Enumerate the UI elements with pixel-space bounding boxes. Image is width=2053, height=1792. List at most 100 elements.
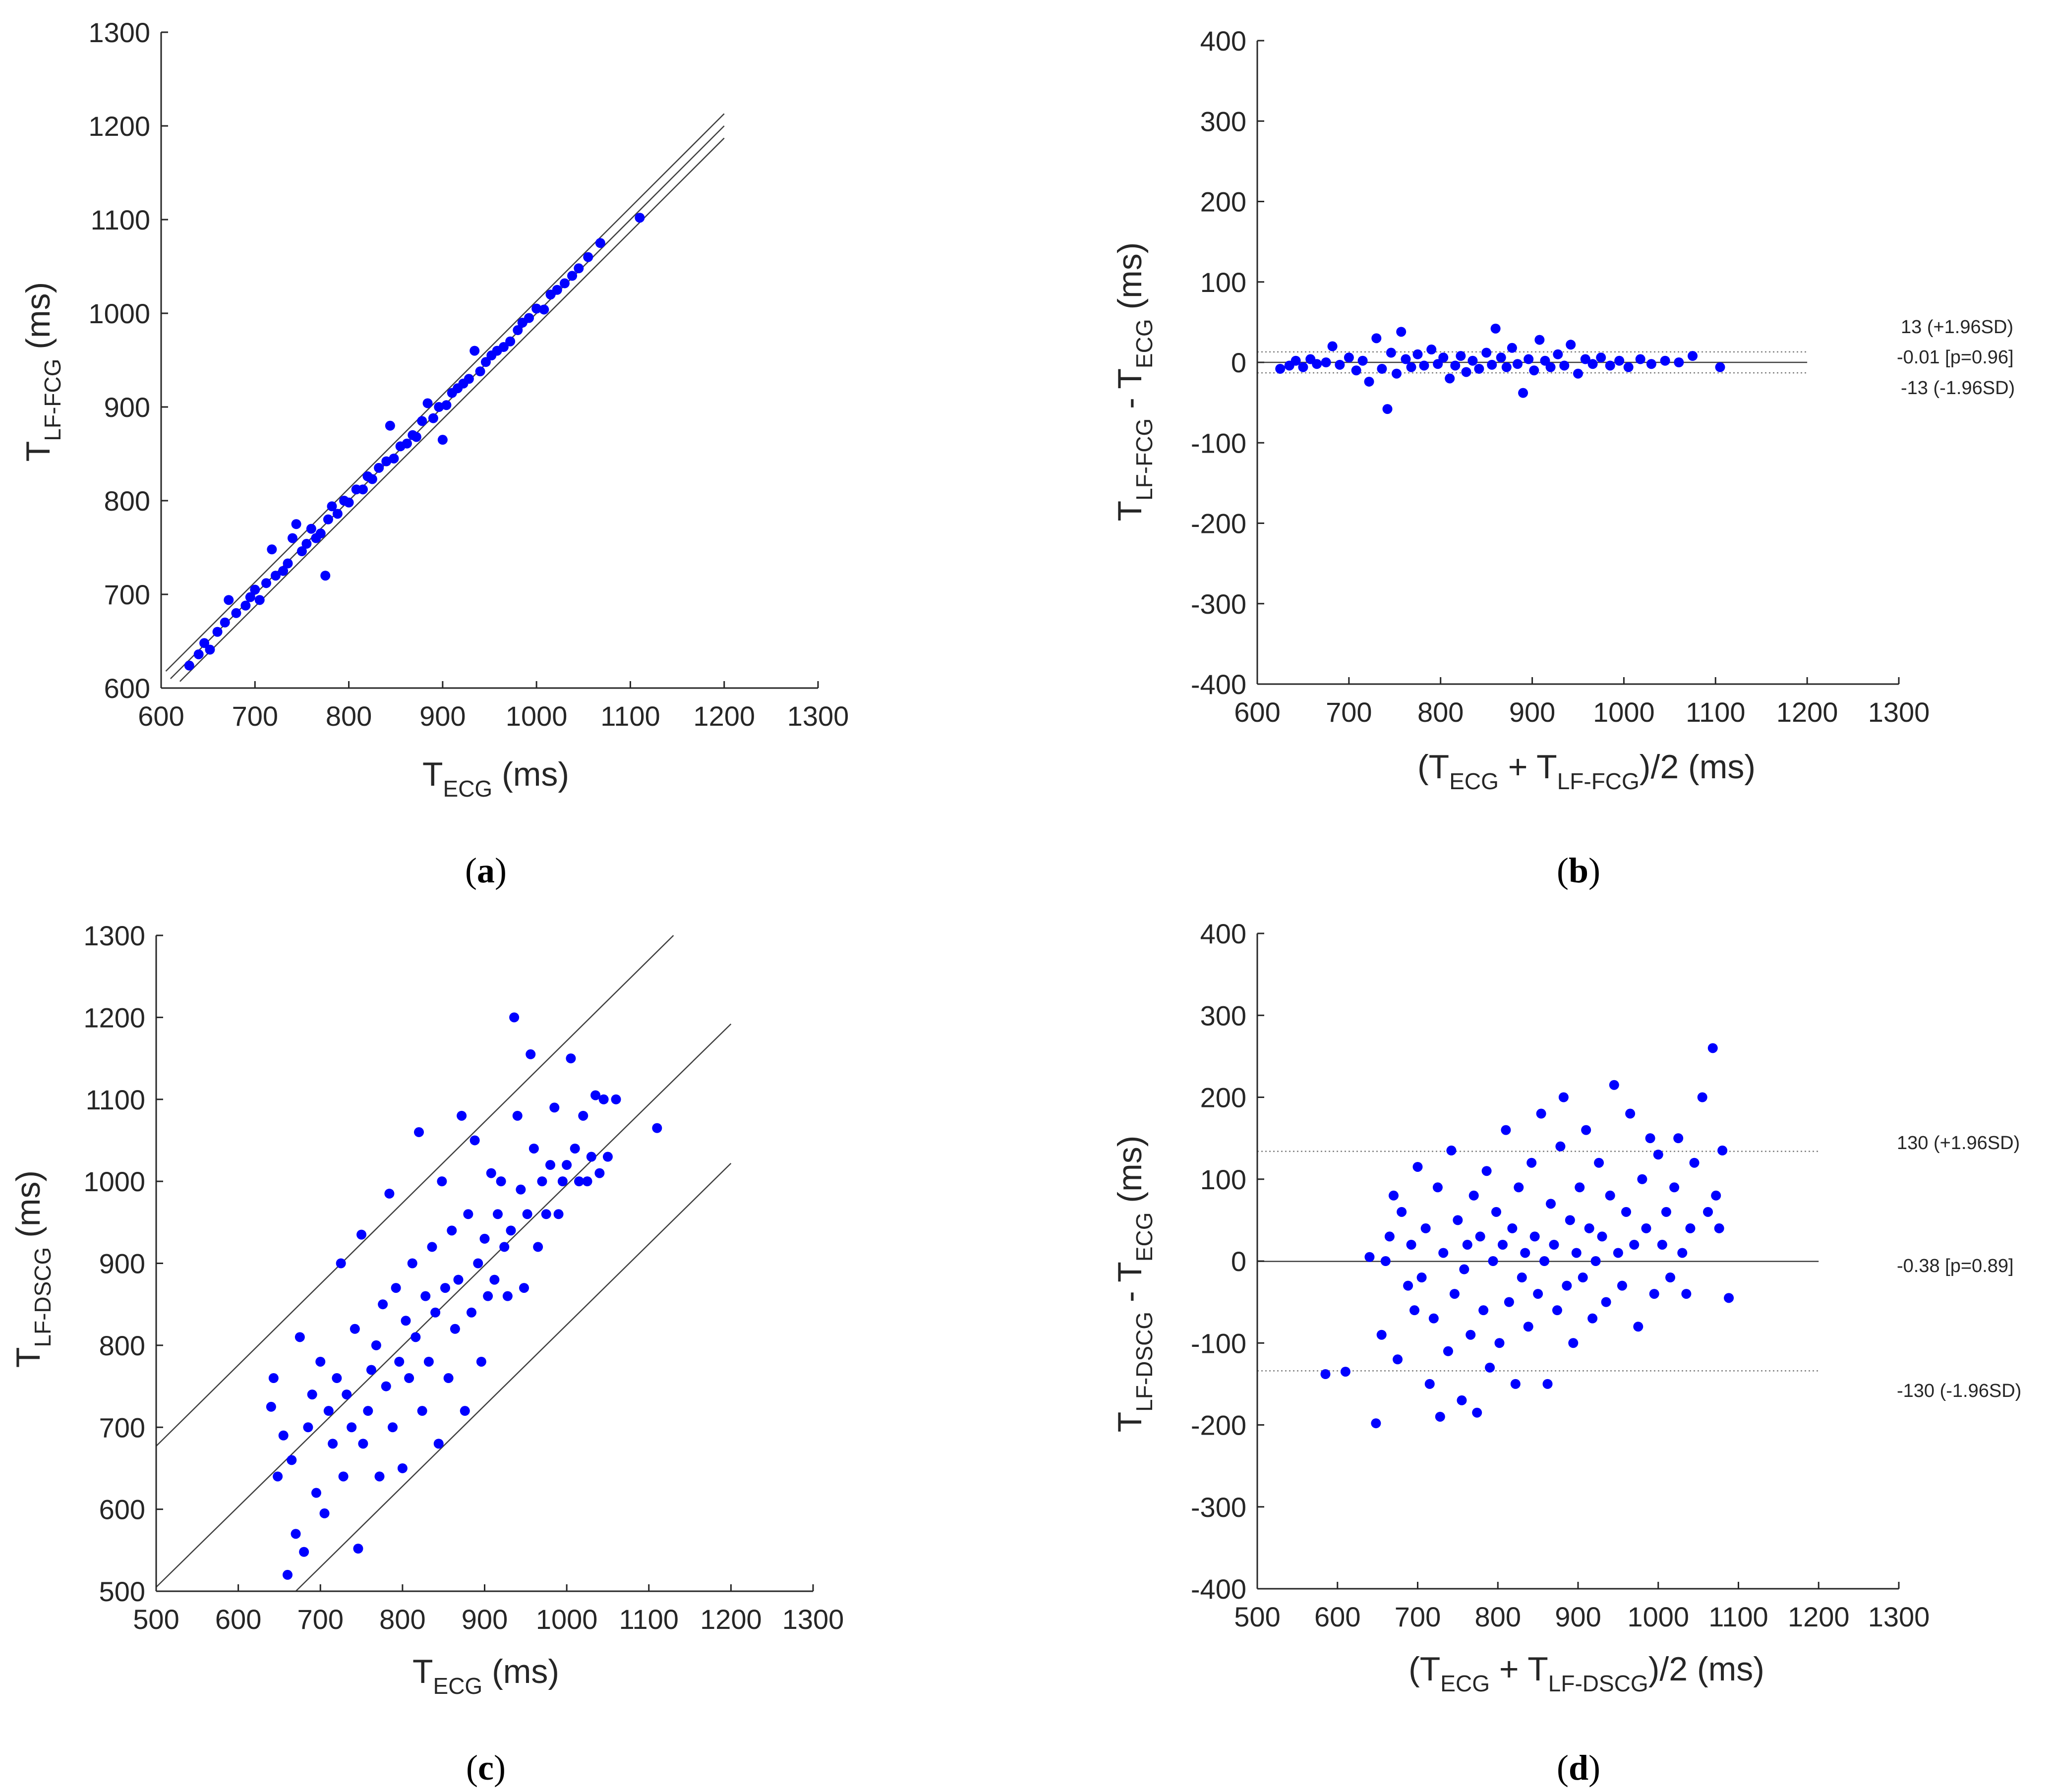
data-point bbox=[1424, 1379, 1435, 1389]
data-point bbox=[469, 346, 480, 356]
y-tick-label: 900 bbox=[104, 392, 150, 423]
data-point bbox=[1568, 1338, 1579, 1348]
data-point bbox=[374, 1471, 385, 1482]
panel-c: 500 600 700 800 900 1000 1100 1200 1300 500 600 70… bbox=[9, 920, 844, 1788]
data-point bbox=[553, 1209, 564, 1219]
data-point bbox=[1534, 335, 1545, 345]
data-point bbox=[440, 1283, 450, 1293]
data-point bbox=[1344, 352, 1354, 363]
y-tick-label: -400 bbox=[1191, 669, 1246, 700]
data-point bbox=[1594, 1157, 1604, 1168]
data-point bbox=[594, 1168, 605, 1178]
data-point bbox=[1401, 354, 1411, 364]
data-point bbox=[1396, 327, 1407, 337]
panel-b-x-ticks: 600 700 800 900 1000 1100 1200 1300 bbox=[1234, 677, 1930, 728]
panel-d-y-label: TLF-DSCG - TECG (ms) bbox=[1111, 1136, 1157, 1433]
data-point bbox=[1459, 1264, 1469, 1274]
data-point bbox=[296, 546, 307, 557]
data-point bbox=[1449, 1289, 1460, 1299]
data-point bbox=[1340, 1367, 1350, 1377]
data-point bbox=[1487, 359, 1497, 370]
x-tick-label: 800 bbox=[379, 1604, 425, 1635]
y-tick-label: 0 bbox=[1231, 1246, 1246, 1277]
x-tick-label: 500 bbox=[1234, 1601, 1280, 1632]
data-point bbox=[1573, 368, 1583, 379]
x-tick-label: 1200 bbox=[700, 1604, 762, 1635]
panel-b: 600 700 800 900 1000 1100 1200 1300 -400-300-20… bbox=[1111, 25, 2015, 890]
data-point bbox=[1320, 1369, 1331, 1380]
data-point bbox=[1587, 1313, 1598, 1324]
x-tick-label: 900 bbox=[1509, 696, 1555, 728]
y-tick-label: -200 bbox=[1191, 508, 1246, 539]
panel-b-points bbox=[1275, 323, 1725, 414]
y-tick-label: 300 bbox=[1200, 106, 1246, 137]
panel-d-mean-label: -0.38 [p=0.89] bbox=[1897, 1256, 2014, 1276]
data-point bbox=[401, 1316, 411, 1326]
data-point bbox=[566, 1053, 576, 1064]
data-point bbox=[1453, 1215, 1463, 1225]
data-point bbox=[266, 1401, 276, 1412]
data-point bbox=[1565, 1215, 1575, 1225]
data-point bbox=[323, 1406, 334, 1416]
data-point bbox=[1386, 347, 1396, 358]
data-point bbox=[1621, 1207, 1632, 1217]
x-tick-label: 900 bbox=[462, 1604, 508, 1635]
data-point bbox=[1497, 1239, 1508, 1250]
data-point bbox=[1412, 349, 1423, 359]
panel-d-label: (d) bbox=[1557, 1748, 1600, 1788]
panel-d-lower-limit-label: -130 (-1.96SD) bbox=[1897, 1381, 2021, 1401]
data-point bbox=[1409, 1305, 1420, 1316]
y-tick-label: 700 bbox=[99, 1412, 145, 1443]
panel-b-lower-limit-label: -13 (-1.96SD) bbox=[1901, 378, 2015, 399]
data-point bbox=[347, 1422, 357, 1433]
data-point bbox=[417, 1406, 427, 1416]
data-point bbox=[306, 523, 316, 534]
data-point bbox=[1673, 1133, 1684, 1144]
panel-c-x-ticks: 500 600 700 800 900 1000 1100 1200 1300 bbox=[133, 1584, 844, 1635]
data-point bbox=[1403, 1280, 1413, 1291]
data-point bbox=[1681, 1289, 1692, 1299]
data-point bbox=[287, 1455, 297, 1465]
y-tick-label: 600 bbox=[104, 673, 150, 704]
data-point bbox=[522, 1209, 532, 1219]
x-tick-label: 1100 bbox=[1686, 696, 1745, 728]
data-point bbox=[1445, 373, 1455, 384]
data-point bbox=[531, 303, 542, 314]
x-tick-label: 1300 bbox=[782, 1604, 844, 1635]
data-point bbox=[1494, 1338, 1505, 1348]
panel-d: 500 600 700 800 900 1000 1100 1200 1300 -400-300… bbox=[1111, 918, 2021, 1788]
data-point bbox=[533, 1242, 543, 1252]
data-point bbox=[319, 1508, 330, 1518]
x-tick-label: 800 bbox=[1475, 1601, 1521, 1632]
data-point bbox=[1571, 1248, 1582, 1258]
data-point bbox=[545, 1160, 555, 1170]
panel-d-x-ticks: 500 600 700 800 900 1000 1100 1200 1300 bbox=[1234, 1582, 1930, 1632]
data-point bbox=[602, 1152, 613, 1162]
panel-b-label: (b) bbox=[1557, 851, 1600, 890]
data-point bbox=[1637, 1174, 1647, 1184]
data-point bbox=[509, 1012, 520, 1023]
data-point bbox=[1351, 365, 1361, 376]
data-point bbox=[1580, 354, 1590, 364]
data-point bbox=[1371, 1418, 1381, 1429]
x-tick-label: 1000 bbox=[1593, 696, 1655, 728]
data-point bbox=[476, 1356, 486, 1367]
data-point bbox=[414, 1127, 424, 1137]
data-point bbox=[1558, 1092, 1569, 1102]
data-point bbox=[1549, 1239, 1559, 1250]
data-point bbox=[1485, 1362, 1495, 1373]
data-point bbox=[590, 1090, 601, 1100]
data-point bbox=[307, 1389, 317, 1400]
data-point bbox=[1597, 1231, 1607, 1242]
data-point bbox=[422, 398, 433, 408]
x-tick-label: 800 bbox=[326, 700, 372, 732]
y-tick-label: 900 bbox=[99, 1248, 145, 1279]
data-point bbox=[1507, 1223, 1518, 1233]
data-point bbox=[250, 584, 260, 595]
data-point bbox=[1517, 1272, 1527, 1283]
data-point bbox=[315, 528, 326, 539]
data-point bbox=[1382, 404, 1393, 414]
data-point bbox=[385, 420, 395, 431]
data-point bbox=[1376, 1330, 1387, 1340]
data-point bbox=[1539, 1256, 1550, 1266]
